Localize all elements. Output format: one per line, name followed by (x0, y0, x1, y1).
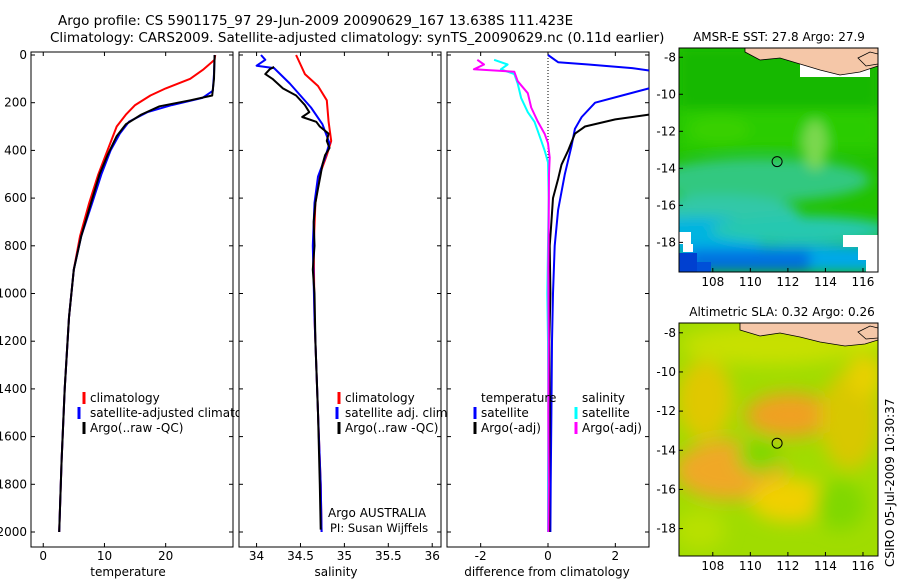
salinity-xlabel: salinity (314, 565, 357, 579)
x-tick-label: 35 (337, 549, 352, 563)
series-line (548, 113, 650, 533)
x-tick-label: 116 (852, 275, 875, 289)
x-tick-label: 35.5 (375, 549, 402, 563)
header-line2: Climatology: CARS2009. Satellite-adjuste… (50, 30, 664, 46)
legend-salinity-argo: Argo(..raw -QC) (345, 421, 438, 435)
salinity-annotation-1: Argo AUSTRALIA (328, 506, 427, 520)
series-line (472, 58, 551, 533)
series-line (549, 87, 650, 533)
argo-float-marker (771, 156, 783, 168)
temperature-legend: climatology satellite-adjusted climatolo… (77, 391, 268, 435)
y-tick-label: -8 (664, 326, 676, 340)
x-tick-label: 114 (814, 559, 837, 573)
legend-salinity-climatology: climatology (345, 391, 415, 405)
x-tick-label: 112 (776, 275, 799, 289)
x-tick-label: 34 (249, 549, 264, 563)
legend-temperature-satellite: satellite-adjusted climatology (90, 406, 268, 420)
x-tick-label: 114 (814, 275, 837, 289)
legend-temperature-argo: Argo(..raw -QC) (90, 421, 183, 435)
y-tick-label: 1400 (0, 382, 27, 396)
series-line (264, 66, 331, 530)
salinity-legend: climatology satellite adj. clim. Argo(..… (335, 391, 451, 435)
y-tick-label: -16 (656, 198, 676, 212)
y-tick-label: -8 (664, 50, 676, 64)
legend-temperature-climatology: climatology (90, 391, 160, 405)
y-tick-label: 0 (19, 48, 27, 62)
y-tick-label: 400 (4, 143, 27, 157)
y-tick-label: 1000 (0, 287, 27, 301)
difference-legend: temperature satellite Argo(-adj) salinit… (473, 391, 642, 435)
y-tick-label: -10 (656, 365, 676, 379)
y-tick-label: 200 (4, 96, 27, 110)
legend-salt-argo: Argo(-adj) (582, 421, 642, 435)
y-tick-label: 1200 (0, 334, 27, 348)
y-tick-label: -10 (656, 87, 676, 101)
sst-map-frame (678, 47, 879, 273)
salinity-panel: 34 34.5 35 35.5 36 climatology satellite adj… (238, 51, 451, 579)
legend-salinity-satellite: satellite adj. clim. (345, 406, 451, 420)
sst-field (679, 48, 878, 272)
x-tick-label: 0 (544, 549, 552, 563)
x-tick-label: 34.5 (287, 549, 314, 563)
y-tick-label: -18 (656, 522, 676, 536)
x-tick-label: 20 (158, 549, 173, 563)
temperature-plot-frame (30, 51, 234, 548)
temperature-xlabel: temperature (90, 565, 165, 579)
x-tick-label: 110 (739, 559, 762, 573)
csiro-timestamp: CSIRO 05-Jul-2009 10:30:37 (883, 399, 897, 567)
legend-temp-argo: Argo(-adj) (481, 421, 541, 435)
legend-temp-satellite: satellite (481, 406, 529, 420)
temperature-panel: 0 10 2002004006008001000120014001600180020… (0, 48, 268, 579)
x-tick-label: 36 (425, 549, 440, 563)
sla-map-frame (678, 322, 879, 557)
legend-salinity-heading: salinity (582, 391, 625, 405)
y-tick-label: 600 (4, 191, 27, 205)
sla-map-panel: Altimetric SLA: 0.32 Argo: 0.26 108 110 11… (656, 305, 879, 573)
x-tick-label: 112 (776, 559, 799, 573)
sst-map-title: AMSR-E SST: 27.8 Argo: 27.9 (693, 30, 865, 44)
series-line (58, 54, 216, 533)
x-tick-label: 108 (701, 275, 724, 289)
salinity-plot-frame (238, 51, 442, 548)
y-tick-label: -12 (656, 404, 676, 418)
x-tick-label: 2 (612, 549, 620, 563)
legend-temperature-heading: temperature (481, 391, 556, 405)
sst-map-panel: AMSR-E SST: 27.8 Argo: 27.9 (656, 30, 879, 289)
x-tick-label: 0 (39, 549, 47, 563)
y-tick-label: 2000 (0, 525, 27, 539)
y-tick-label: 1600 (0, 430, 27, 444)
argo-float-marker (771, 437, 783, 449)
x-tick-label: 108 (701, 559, 724, 573)
sla-field (679, 323, 878, 556)
legend-salt-satellite: satellite (582, 406, 630, 420)
header-line1: Argo profile: CS 5901175_97 29-Jun-2009 … (58, 13, 573, 29)
difference-xlabel: difference from climatology (464, 565, 630, 579)
x-tick-label: 116 (852, 559, 875, 573)
y-tick-label: -18 (656, 235, 676, 249)
y-tick-label: 800 (4, 239, 27, 253)
x-tick-label: 110 (739, 275, 762, 289)
y-tick-label: 1800 (0, 477, 27, 491)
series-line (547, 54, 650, 72)
y-tick-label: -14 (656, 443, 676, 457)
sla-map-title: Altimetric SLA: 0.32 Argo: 0.26 (689, 305, 874, 319)
x-tick-label: -2 (475, 549, 487, 563)
y-tick-label: -14 (656, 161, 676, 175)
difference-panel: -2 0 2 temperature satellite Argo(-adj) sa… (446, 51, 650, 579)
salinity-annotation-2: PI: Susan Wijffels (330, 521, 428, 535)
y-tick-label: -16 (656, 482, 676, 496)
y-tick-label: -12 (656, 124, 676, 138)
x-tick-label: 10 (97, 549, 112, 563)
